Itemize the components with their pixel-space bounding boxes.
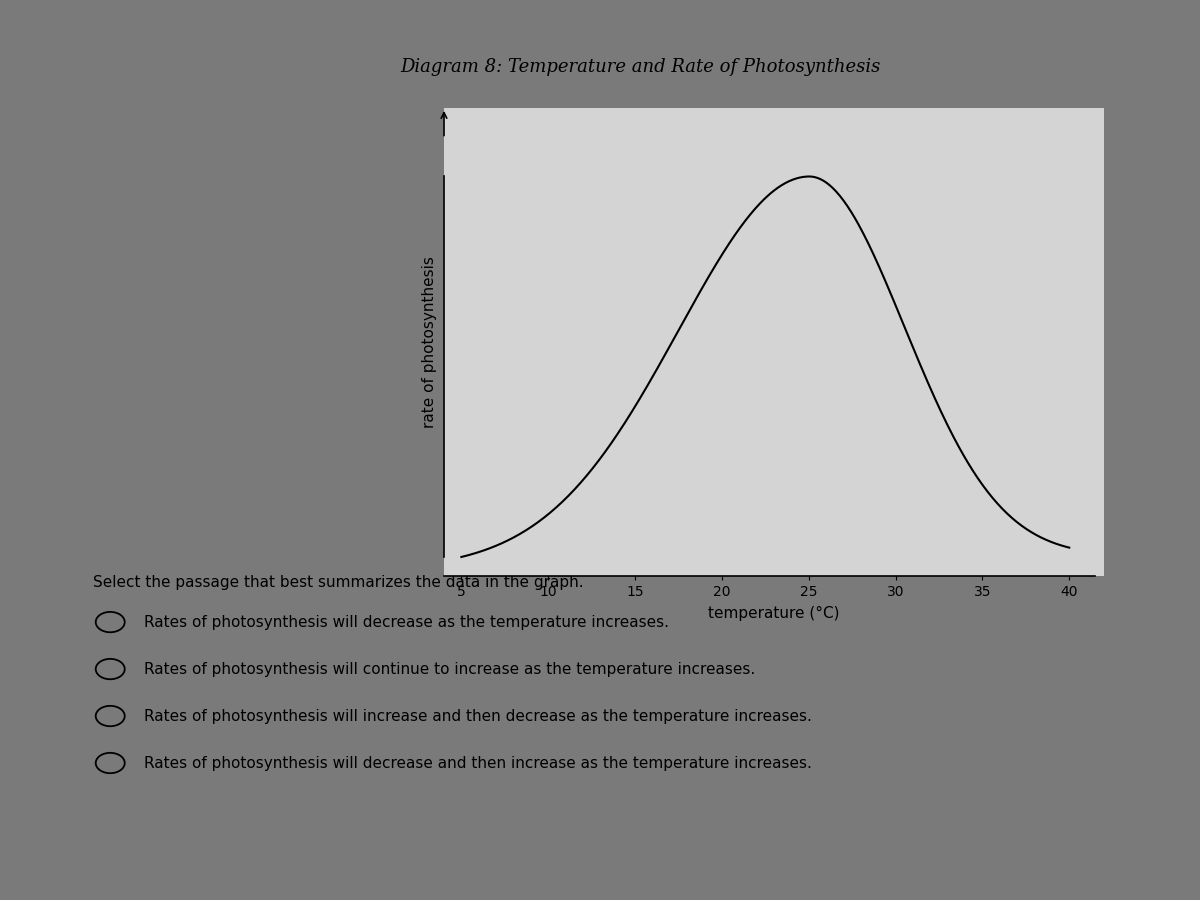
Text: Rates of photosynthesis will increase and then decrease as the temperature incre: Rates of photosynthesis will increase an… — [144, 708, 811, 724]
Text: Select the passage that best summarizes the data in the graph.: Select the passage that best summarizes … — [94, 575, 584, 590]
Text: Rates of photosynthesis will decrease as the temperature increases.: Rates of photosynthesis will decrease as… — [144, 615, 668, 630]
Text: Diagram 8: Temperature and Rate of Photosynthesis: Diagram 8: Temperature and Rate of Photo… — [400, 58, 881, 76]
Y-axis label: rate of photosynthesis: rate of photosynthesis — [422, 256, 437, 428]
Text: Rates of photosynthesis will decrease and then increase as the temperature incre: Rates of photosynthesis will decrease an… — [144, 755, 811, 770]
X-axis label: temperature (°C): temperature (°C) — [708, 606, 840, 621]
Text: Rates of photosynthesis will continue to increase as the temperature increases.: Rates of photosynthesis will continue to… — [144, 662, 755, 677]
